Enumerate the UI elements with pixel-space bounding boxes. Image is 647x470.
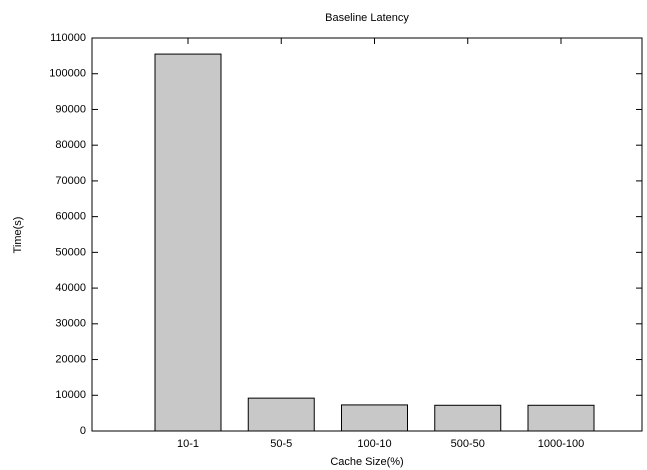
y-tick-label: 60000 — [55, 211, 86, 223]
x-tick-label: 100-10 — [357, 438, 391, 450]
y-tick-label: 10000 — [55, 389, 86, 401]
y-tick-label: 110000 — [50, 32, 86, 44]
y-tick-label: 40000 — [55, 282, 86, 294]
x-tick-label: 500-50 — [451, 438, 485, 450]
y-tick-label: 20000 — [55, 353, 86, 365]
bar — [342, 405, 408, 431]
chart-title: Baseline Latency — [325, 12, 409, 24]
x-axis-label: Cache Size(%) — [330, 456, 403, 468]
x-tick-label: 50-5 — [270, 438, 292, 450]
bar — [435, 405, 501, 431]
y-tick-label: 30000 — [55, 318, 86, 330]
y-tick-label: 70000 — [55, 175, 86, 187]
y-tick-label: 0 — [80, 425, 86, 437]
chart: Baseline Latency Cache Size(%) Time(s) 0… — [0, 0, 647, 470]
y-axis-label: Time(s) — [12, 217, 24, 254]
y-tick-label: 100000 — [49, 68, 86, 80]
y-tick-label: 50000 — [55, 246, 86, 258]
y-tick-label: 90000 — [55, 103, 86, 115]
y-tick-label: 80000 — [55, 139, 86, 151]
bar — [248, 398, 314, 431]
bar — [155, 54, 221, 431]
x-tick-label: 10-1 — [177, 438, 199, 450]
x-tick-label: 1000-100 — [538, 438, 585, 450]
bar — [528, 405, 594, 431]
